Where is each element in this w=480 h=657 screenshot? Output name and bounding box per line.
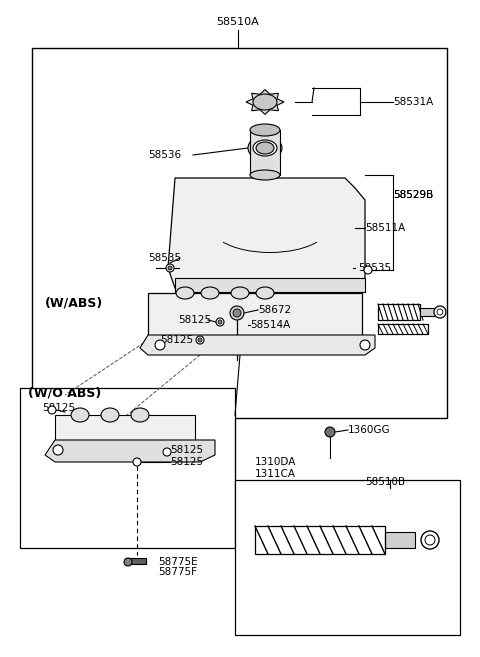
Ellipse shape — [168, 266, 172, 270]
Text: 58125: 58125 — [178, 315, 211, 325]
Ellipse shape — [256, 142, 274, 154]
Text: 58125: 58125 — [160, 335, 193, 345]
Ellipse shape — [256, 287, 274, 299]
Polygon shape — [140, 335, 375, 355]
Circle shape — [360, 340, 370, 350]
Text: 58531A: 58531A — [393, 97, 433, 107]
Ellipse shape — [253, 94, 277, 110]
Circle shape — [196, 336, 204, 344]
Ellipse shape — [250, 170, 280, 180]
Ellipse shape — [201, 287, 219, 299]
Text: 58125: 58125 — [170, 445, 203, 455]
Polygon shape — [148, 293, 362, 340]
Text: 1311CA: 1311CA — [255, 469, 296, 479]
Bar — [20, 388, 235, 548]
Circle shape — [421, 531, 439, 549]
Text: 58535: 58535 — [358, 263, 391, 273]
Circle shape — [218, 320, 222, 324]
Text: 58529B: 58529B — [393, 190, 433, 200]
Ellipse shape — [364, 266, 372, 274]
Ellipse shape — [176, 287, 194, 299]
Ellipse shape — [131, 408, 149, 422]
Circle shape — [48, 406, 56, 414]
Ellipse shape — [248, 136, 282, 160]
Text: 58535: 58535 — [148, 253, 181, 263]
Bar — [235, 480, 460, 635]
Text: (W/O ABS): (W/O ABS) — [28, 386, 101, 399]
Text: 58125: 58125 — [42, 403, 75, 413]
Circle shape — [163, 448, 171, 456]
Text: 58514A: 58514A — [250, 320, 290, 330]
Circle shape — [233, 309, 241, 317]
Circle shape — [230, 306, 244, 320]
Text: (W/ABS): (W/ABS) — [45, 296, 103, 309]
Bar — [32, 48, 447, 418]
Circle shape — [425, 535, 435, 545]
Circle shape — [216, 318, 224, 326]
Bar — [420, 308, 435, 316]
Polygon shape — [168, 178, 365, 288]
Circle shape — [325, 427, 335, 437]
Polygon shape — [250, 130, 280, 175]
Polygon shape — [45, 440, 215, 462]
Text: 58775F: 58775F — [158, 567, 197, 577]
Text: 1360GG: 1360GG — [348, 425, 391, 435]
Circle shape — [437, 309, 443, 315]
Polygon shape — [55, 415, 195, 442]
Circle shape — [133, 458, 141, 466]
Circle shape — [155, 340, 165, 350]
Ellipse shape — [231, 287, 249, 299]
Bar — [128, 558, 146, 564]
Text: 58536: 58536 — [148, 150, 181, 160]
Text: 58672: 58672 — [258, 305, 291, 315]
Text: 58775E: 58775E — [158, 557, 198, 567]
Text: 58529B: 58529B — [393, 190, 433, 200]
Polygon shape — [246, 89, 284, 114]
Ellipse shape — [71, 408, 89, 422]
Polygon shape — [175, 278, 365, 292]
Circle shape — [53, 445, 63, 455]
Ellipse shape — [101, 408, 119, 422]
Text: 58510A: 58510A — [216, 17, 259, 27]
Circle shape — [198, 338, 202, 342]
Circle shape — [434, 306, 446, 318]
Text: 58511A: 58511A — [365, 223, 405, 233]
Text: 58510B: 58510B — [365, 477, 405, 487]
Ellipse shape — [253, 140, 277, 156]
Ellipse shape — [166, 264, 174, 272]
Circle shape — [124, 558, 132, 566]
Ellipse shape — [250, 124, 280, 136]
Bar — [385, 532, 415, 548]
Text: 1310DA: 1310DA — [255, 457, 296, 467]
Text: 58125: 58125 — [170, 457, 203, 467]
